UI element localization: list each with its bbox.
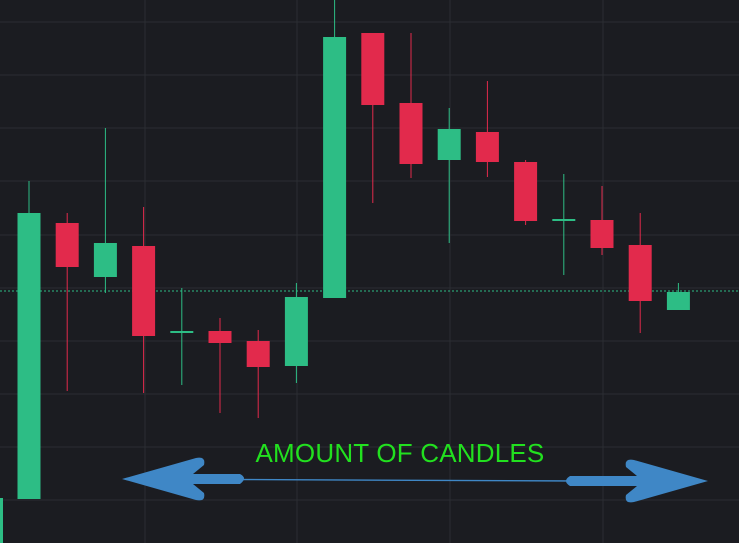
candle bbox=[628, 213, 652, 333]
candle-body-up bbox=[93, 243, 117, 277]
candle bbox=[17, 181, 41, 499]
candle bbox=[399, 33, 423, 178]
candle-body-down bbox=[475, 132, 499, 162]
amount-of-candles-arrow bbox=[122, 457, 708, 503]
arrow-head-right bbox=[566, 459, 708, 503]
candle bbox=[437, 108, 461, 243]
arrow-shaft bbox=[229, 478, 581, 482]
candle-body-down bbox=[590, 220, 614, 248]
candle bbox=[246, 330, 270, 418]
candle bbox=[55, 213, 79, 391]
candle-body-down bbox=[514, 162, 538, 221]
candle bbox=[590, 186, 614, 255]
candle bbox=[208, 318, 232, 413]
candle bbox=[666, 283, 690, 310]
candle-body-up bbox=[17, 213, 41, 499]
candle-body-down bbox=[132, 246, 156, 336]
candle-body-down bbox=[361, 33, 385, 105]
candle-body-up bbox=[552, 219, 576, 221]
candle-body-down bbox=[208, 331, 232, 343]
arrow-head-left bbox=[122, 457, 244, 501]
candles bbox=[0, 0, 690, 543]
candle bbox=[361, 33, 385, 203]
candle-body-down bbox=[55, 223, 79, 267]
candle-body-down bbox=[628, 245, 652, 301]
candle-body-up bbox=[284, 297, 308, 366]
candle-body-up bbox=[323, 37, 347, 298]
candle-body-up bbox=[170, 331, 194, 333]
candle bbox=[132, 207, 156, 393]
candle bbox=[475, 81, 499, 177]
candle-body-up bbox=[437, 129, 461, 160]
candle bbox=[514, 160, 538, 225]
candle bbox=[323, 0, 347, 298]
candle bbox=[552, 174, 576, 275]
candle bbox=[170, 288, 194, 385]
candle-body-down bbox=[246, 341, 270, 367]
candle bbox=[93, 128, 117, 293]
candle-body-down bbox=[399, 103, 423, 164]
candle-body-partial bbox=[0, 498, 3, 543]
candle bbox=[284, 283, 308, 383]
candle-body-up bbox=[666, 292, 690, 310]
